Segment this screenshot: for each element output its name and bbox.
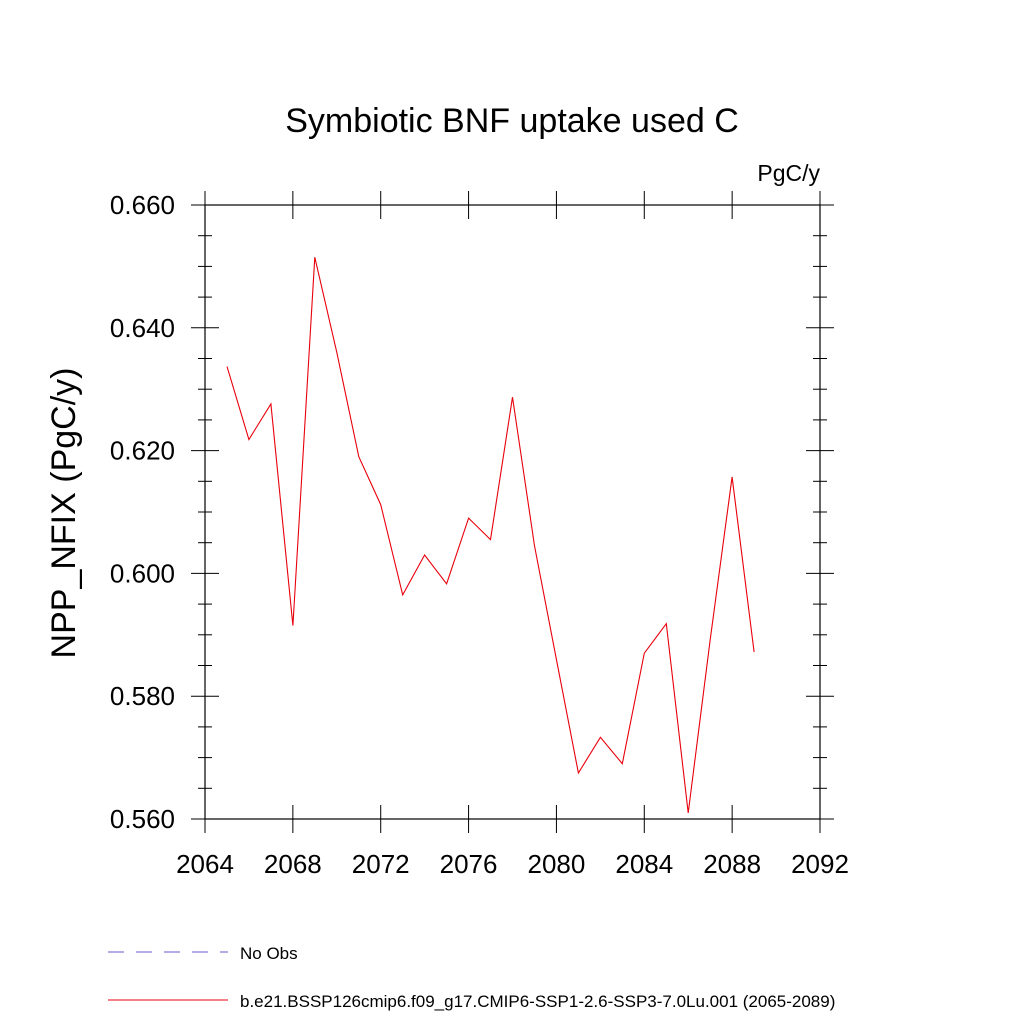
x-tick-label: 2064	[176, 849, 234, 879]
x-tick-label: 2080	[528, 849, 586, 879]
series-line	[226, 257, 755, 813]
y-tick-label: 0.660	[110, 190, 175, 220]
series-layer	[226, 257, 755, 813]
chart-title: Symbiotic BNF uptake used C	[285, 102, 739, 140]
axes: 2064 2068 2072 2076 2080 2084 2088 2092 0.560 0.5…	[110, 190, 849, 879]
units-label: PgC/y	[757, 160, 820, 186]
y-tick-label: 0.580	[110, 681, 175, 711]
y-tick-label: 0.620	[110, 436, 175, 466]
x-tick-label: 2092	[791, 849, 849, 879]
legend: No Obs b.e21.BSSP126cmip6.f09_g17.CMIP6-S…	[108, 944, 835, 1011]
y-tick-label: 0.560	[110, 804, 175, 834]
x-tick-label: 2088	[703, 849, 761, 879]
x-tick-label: 2068	[264, 849, 322, 879]
y-axis-label: NPP_NFIX (PgC/y)	[45, 368, 83, 659]
x-tick-label: 2084	[615, 849, 673, 879]
y-tick-label: 0.600	[110, 558, 175, 588]
x-tick-label: 2076	[440, 849, 498, 879]
legend-label: b.e21.BSSP126cmip6.f09_g17.CMIP6-SSP1-2.…	[240, 992, 835, 1011]
x-tick-label: 2072	[352, 849, 410, 879]
legend-label: No Obs	[240, 944, 298, 963]
y-tick-label: 0.640	[110, 313, 175, 343]
